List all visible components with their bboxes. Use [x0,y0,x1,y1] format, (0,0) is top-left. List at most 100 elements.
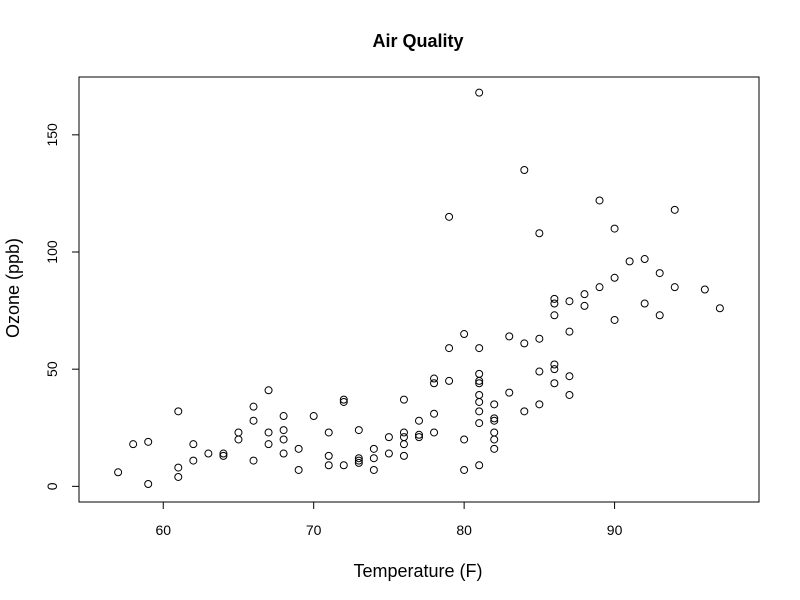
data-point [174,472,183,481]
data-point [324,428,333,437]
data-point [324,451,333,460]
y-tick-label: 0 [44,482,60,490]
data-point [399,440,408,449]
data-point [610,224,619,233]
data-point [129,440,138,449]
data-point [219,449,228,458]
data-point [144,480,153,489]
data-point [550,299,559,308]
data-point [475,379,484,388]
data-point [339,397,348,406]
data-point [384,449,393,458]
data-point [339,395,348,404]
data-point [309,412,318,421]
data-point [565,327,574,336]
data-point [505,332,514,341]
data-point [475,407,484,416]
x-axis-label: Temperature (F) [353,561,482,581]
data-point [670,283,679,292]
data-point [430,379,439,388]
data-point [264,386,273,395]
data-point [520,407,529,416]
data-point [490,400,499,409]
data-point [399,428,408,437]
data-point [520,339,529,348]
data-point [535,334,544,343]
data-point [550,365,559,374]
data-points [114,88,724,489]
data-point [189,440,198,449]
data-point [430,374,439,383]
data-point [415,433,423,442]
y-tick-label: 150 [44,123,60,147]
data-point [475,344,484,353]
data-point [264,428,273,437]
data-point [279,449,288,458]
data-point [535,367,544,376]
y-axis: 0 50 100 150 [44,123,79,490]
data-point [460,435,469,444]
data-point [174,407,183,416]
data-point [565,372,574,381]
chart-title: Air Quality [372,31,463,51]
data-point [550,294,559,303]
data-point [339,461,348,470]
data-point [354,456,363,465]
x-tick-label: 80 [456,522,472,538]
data-point [490,414,499,423]
data-point [475,461,484,470]
data-point [460,465,469,474]
data-point [655,269,664,278]
plot-frame [78,76,760,503]
data-point [399,451,408,460]
data-point [565,297,574,306]
data-point [294,465,303,474]
data-point [144,437,153,446]
data-point [460,330,469,339]
data-point [445,212,454,221]
data-point [550,379,559,388]
data-point [294,444,303,453]
data-point [174,463,183,472]
data-point [475,390,484,399]
data-point [369,444,378,453]
data-point [475,397,484,406]
data-point [640,299,649,308]
y-axis-label: Ozone (ppb) [3,238,23,338]
data-point [565,390,574,399]
data-point [550,360,559,369]
data-point [415,430,423,439]
data-point [114,468,123,477]
data-point [279,412,288,421]
data-point [430,409,439,418]
data-point [189,456,198,465]
data-point [715,304,724,313]
data-point [490,444,499,453]
data-point [610,273,619,282]
data-point [399,433,408,442]
data-point [234,435,243,444]
data-point [219,451,228,460]
data-point [249,416,258,425]
data-point [640,255,649,264]
data-point [399,395,408,404]
data-point [475,419,484,428]
data-point [520,165,529,174]
data-point [475,369,484,378]
data-point [670,205,679,214]
data-point [595,283,604,292]
data-point [490,416,499,425]
data-point [505,388,514,397]
x-tick-label: 60 [155,522,171,538]
data-point [475,376,484,385]
data-point [249,402,258,411]
data-point [655,311,664,320]
data-point [369,454,378,463]
data-point [580,301,589,310]
data-point [279,435,288,444]
data-point [384,433,393,442]
data-point [354,426,363,435]
data-point [550,311,559,320]
x-axis: 60 70 80 90 [155,502,623,538]
data-point [625,257,634,266]
